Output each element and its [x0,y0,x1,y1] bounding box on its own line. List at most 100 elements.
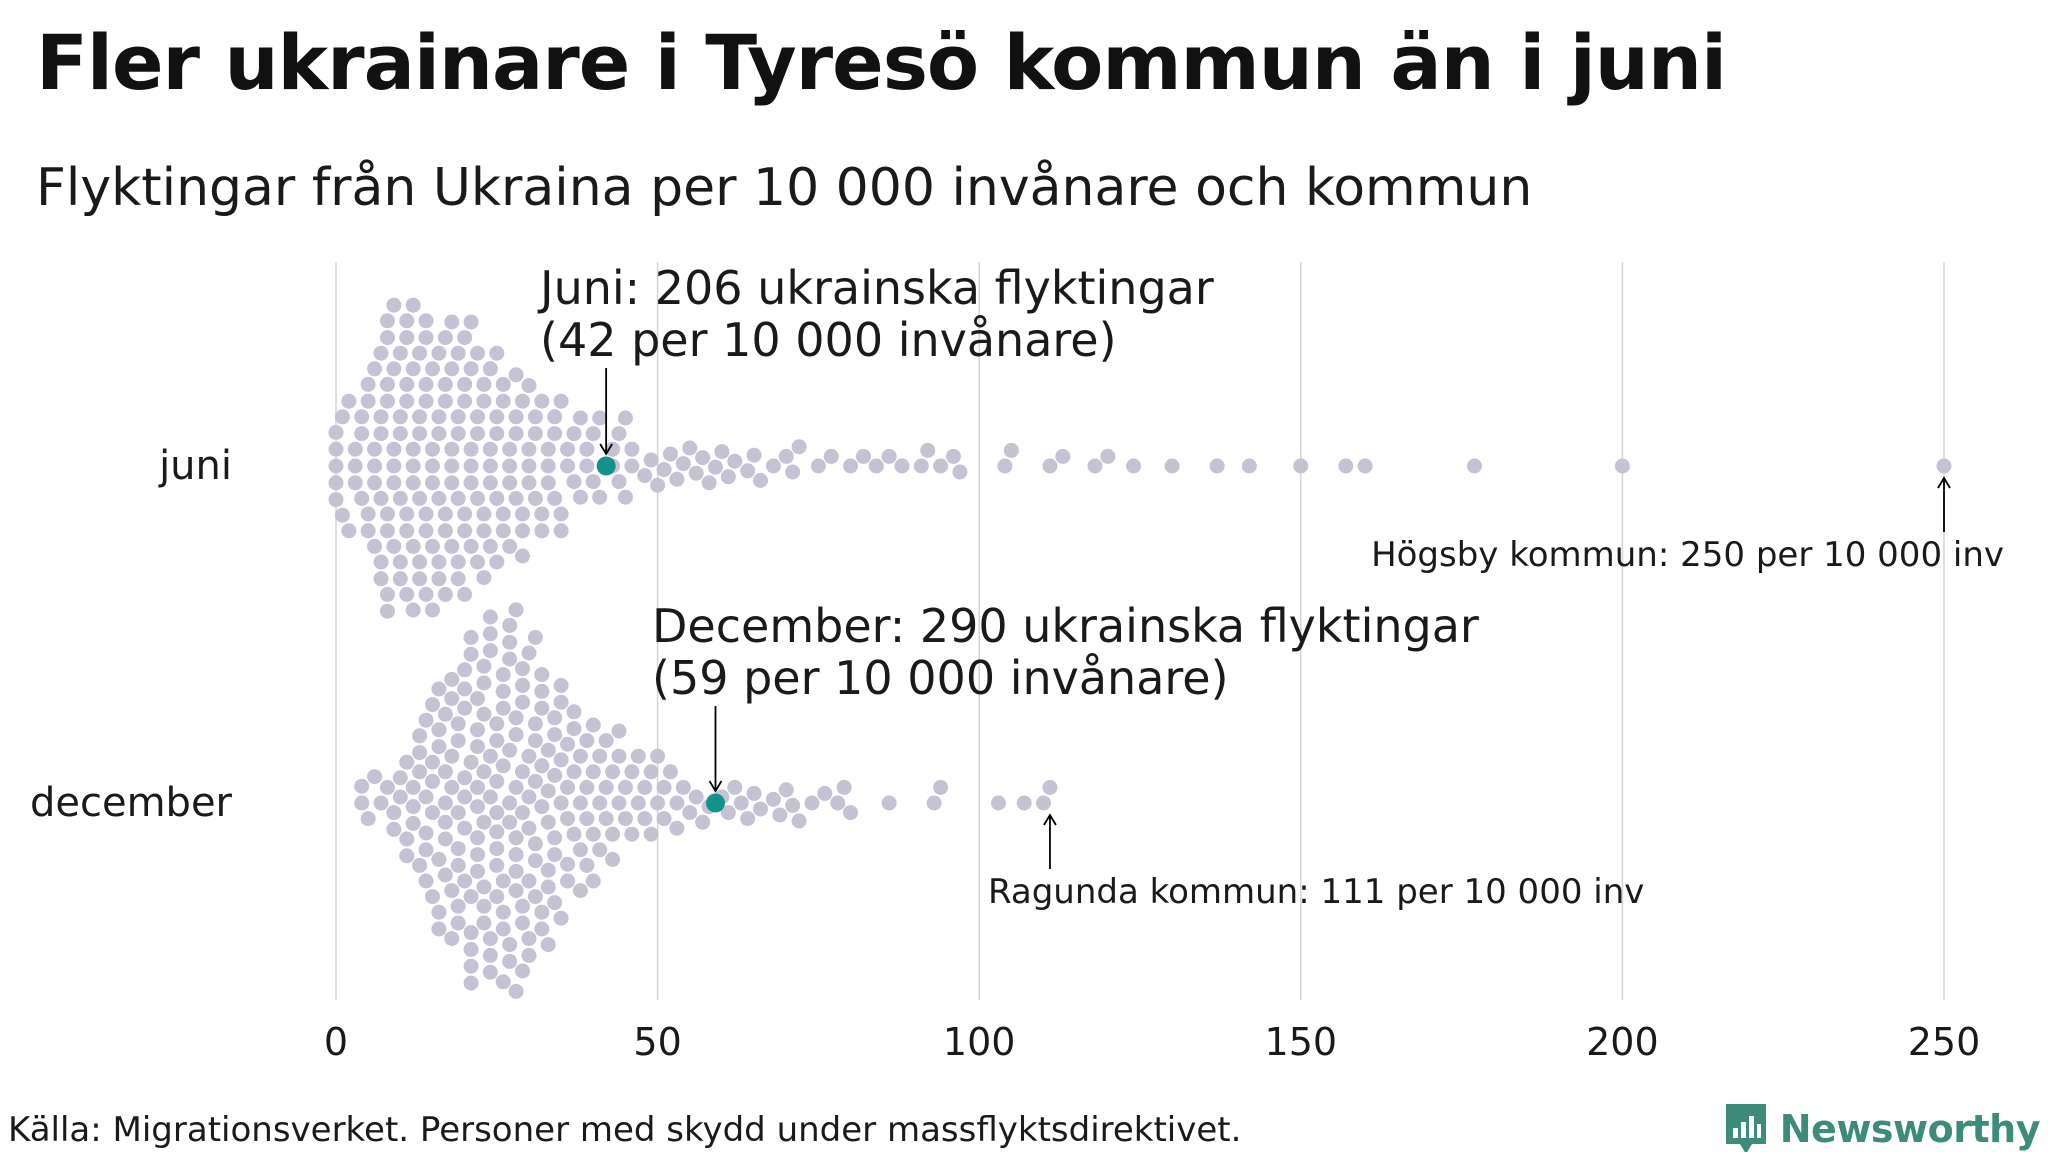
data-point-december [669,820,685,836]
data-point-december [431,681,447,697]
data-point-juni [688,465,704,481]
data-point-december [502,742,518,758]
data-point-december [450,915,466,931]
data-point-juni [444,361,460,377]
data-point-juni [418,523,434,539]
data-point-december [495,700,511,716]
data-point-december [515,915,531,931]
highlight-arrowhead-december [708,780,723,793]
data-point-december [592,842,608,858]
data-point-december [688,789,704,805]
data-point-december [521,748,537,764]
chart-title: Fler ukrainare i Tyresö kommun än i juni [36,18,1727,107]
data-point-juni [328,424,344,440]
data-point-december [515,661,531,677]
data-point-december [605,826,621,842]
data-point-juni [431,554,447,570]
data-point-juni [470,345,486,361]
x-tick-label: 200 [1586,1020,1659,1064]
data-point-juni [547,426,563,442]
data-point-juni [1042,458,1058,474]
data-point-juni [476,506,492,522]
data-point-december [624,826,640,842]
data-point-juni [1338,458,1354,474]
data-point-juni [470,554,486,570]
data-point-juni [765,458,781,474]
data-point-december [457,820,473,836]
data-point-december [643,764,659,780]
data-point-december [354,795,370,811]
max-arrowhead-december [1043,813,1057,826]
data-point-december [650,795,666,811]
data-point-december [470,739,486,755]
data-point-juni [489,554,505,570]
data-point-december [470,830,486,846]
data-point-juni [463,458,479,474]
data-point-juni [1936,458,1952,474]
max-arrowhead-juni [1937,476,1951,489]
max-label-juni: Högsby kommun: 250 per 10 000 inv [1371,535,2004,575]
data-point-december [656,779,672,795]
data-point-december [392,770,408,786]
data-point-december [534,700,550,716]
data-point-december [412,857,428,873]
data-point-december [405,815,421,831]
data-point-december [444,883,460,899]
data-point-december [611,748,627,764]
data-point-juni [843,458,859,474]
data-point-juni [489,490,505,506]
data-point-juni [354,490,370,506]
data-point-juni [740,463,756,479]
data-point-juni [367,441,383,457]
data-point-december [585,717,601,733]
data-point-juni [540,458,556,474]
data-point-december [733,795,749,811]
data-point-juni [1126,458,1142,474]
data-point-december [508,863,524,879]
data-point-december [527,773,543,789]
data-point-december [431,739,447,755]
data-point-juni [470,426,486,442]
data-point-juni [1209,458,1225,474]
data-point-juni [399,376,415,392]
data-point-juni [405,475,421,491]
data-point-december [1042,779,1058,795]
data-point-december [572,883,588,899]
data-point-juni [521,458,537,474]
data-point-december [502,617,518,633]
data-point-december [515,963,531,979]
data-point-december [630,795,646,811]
data-point-december [457,681,473,697]
data-point-december [656,811,672,827]
data-point-juni [457,393,473,409]
data-point-december [450,805,466,821]
data-point-december [386,821,402,837]
data-point-juni [347,441,363,457]
data-point-december [418,842,434,858]
data-point-december [682,805,698,821]
data-point-juni [412,345,428,361]
data-point-juni [624,441,640,457]
data-point-juni [334,507,350,523]
data-point-juni [373,554,389,570]
data-point-december [515,677,531,693]
data-point-december [560,811,576,827]
data-point-juni [1164,458,1180,474]
data-point-december [444,748,460,764]
data-point-juni [695,450,711,466]
data-point-juni [617,489,633,505]
data-point-juni [476,523,492,539]
data-point-juni [753,472,769,488]
data-point-december [424,754,440,770]
data-point-december [476,675,492,691]
data-point-december [482,964,498,980]
data-point-december [598,733,614,749]
data-point-juni [386,297,402,313]
data-point-juni [714,444,730,460]
data-point-december [534,683,550,699]
data-point-juni [1357,458,1373,474]
data-point-december [399,831,415,847]
data-point-juni [373,426,389,442]
data-point-juni [386,538,402,554]
